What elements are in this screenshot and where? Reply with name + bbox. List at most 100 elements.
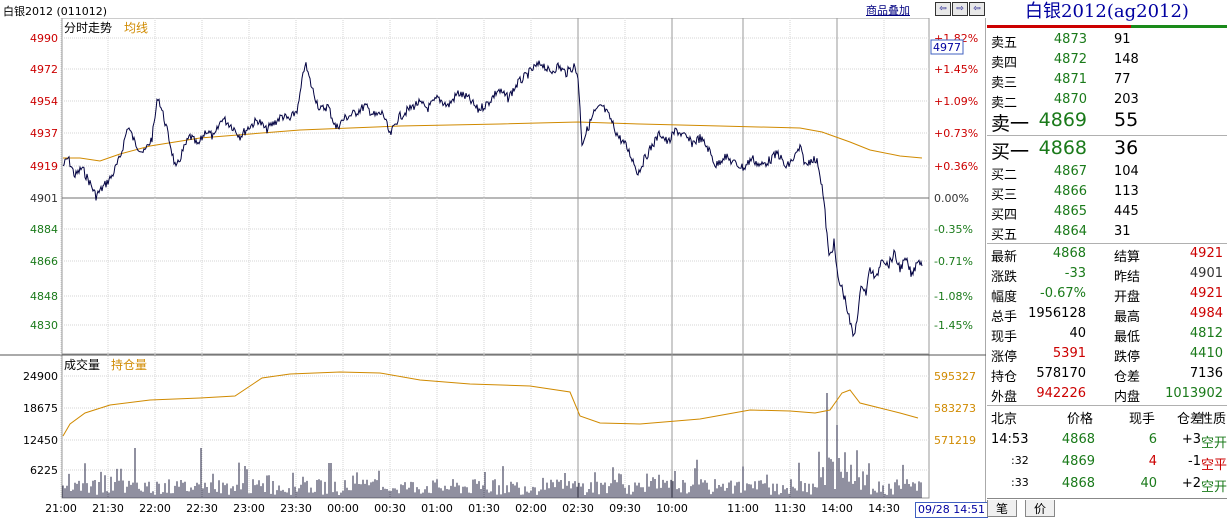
ask-label: 卖五 <box>991 36 1018 51</box>
bid-row: 买三 4866 113 <box>987 182 1227 203</box>
scroll-left-button[interactable]: ⇦ <box>935 2 951 16</box>
price-tick-label: 4919 <box>30 160 58 173</box>
quote-label: 持仓 <box>991 370 1018 385</box>
ask-price: 4871 <box>1053 72 1087 87</box>
tick-type: 空平 <box>1200 458 1227 473</box>
ask-volume: 91 <box>1114 32 1131 47</box>
volume-axis: 24900 18675 12450 6225 <box>23 370 58 477</box>
price-tick-label: 4848 <box>30 290 58 303</box>
quote-panel: 白银2012(ag2012) 卖五 4873 91 卖四 4872 148 卖三… <box>987 0 1227 517</box>
tick-header: 性质 <box>1200 412 1227 427</box>
ask-row: 卖一 4869 55 <box>987 109 1227 136</box>
tick-type: 空开 <box>1200 436 1227 451</box>
volume-tick-label: 18675 <box>23 402 58 415</box>
price-tick-label: 4830 <box>30 319 58 332</box>
intraday-chart[interactable]: 4990 4972 4954 4937 4919 4901 4884 4866 4848 4830… <box>0 18 986 516</box>
ask-volume: 148 <box>1114 52 1139 67</box>
overlay-commodity-button[interactable]: 商品叠加 <box>866 4 910 17</box>
chart-title-bar: 白银2012 (011012) 商品叠加 ⇦ ⇨ ⇦ <box>0 0 986 18</box>
price-tick-label: 4937 <box>30 127 58 140</box>
ask-row: 卖五 4873 91 <box>987 30 1227 51</box>
collapse-panel-button[interactable]: ⇦ <box>969 2 985 16</box>
quote-label: 最高 <box>1114 310 1141 325</box>
avg-line-label: 均线 <box>124 21 148 35</box>
quote-value: 4984 <box>1189 306 1223 321</box>
tick-row: :32 4869 4 -1 空平 <box>987 452 1227 473</box>
time-tick-label: 23:30 <box>280 502 312 515</box>
chart-title: 白银2012 (011012) <box>3 5 108 18</box>
ask-row: 卖二 4870 203 <box>987 90 1227 111</box>
volume-tick-label: 24900 <box>23 370 58 383</box>
time-tick-label: 01:30 <box>468 502 500 515</box>
tick-oi-change: +3 <box>1181 432 1201 447</box>
quote-value: 942226 <box>1036 386 1086 401</box>
bid-price: 4865 <box>1053 204 1087 219</box>
open-interest-tick-label: 571219 <box>934 434 976 447</box>
open-interest-label: 持仓量 <box>111 357 147 372</box>
time-tick-label: 02:00 <box>515 502 547 515</box>
bid-row: 买二 4867 104 <box>987 162 1227 183</box>
percent-tick-label: +1.09% <box>934 95 978 108</box>
bid-row: 买四 4865 445 <box>987 202 1227 223</box>
bid-price: 4867 <box>1053 164 1087 179</box>
quote-label: 外盘 <box>991 390 1018 405</box>
cursor-date: 09/28 14:51 <box>915 502 988 518</box>
quote-value: 4410 <box>1189 346 1223 361</box>
time-tick-label: 09:30 <box>609 502 641 515</box>
percent-tick-label: -1.45% <box>934 319 973 332</box>
quote-value: 578170 <box>1036 366 1086 381</box>
quote-value: 40 <box>1069 326 1086 341</box>
percent-tick-label: 0.00% <box>934 192 969 205</box>
quote-value: 4921 <box>1189 286 1223 301</box>
average-price-line <box>63 121 923 162</box>
time-axis: 21:00 21:30 22:00 22:30 23:00 23:30 00:00 00:30… <box>45 502 900 515</box>
tab-ticks[interactable]: 笔 <box>987 500 1017 517</box>
tick-header: 北京 <box>991 412 1018 427</box>
tab-price[interactable]: 价 <box>1025 500 1055 517</box>
ask-volume: 55 <box>1114 109 1139 131</box>
price-tick-label: 4954 <box>30 95 58 108</box>
open-interest-axis: 595327 583273 571219 <box>934 370 976 447</box>
volume-chart-label: 成交量 <box>64 357 100 372</box>
tick-volume: 40 <box>1140 476 1157 491</box>
quote-label: 内盘 <box>1114 390 1141 405</box>
bid-price: 4866 <box>1053 184 1087 199</box>
scroll-right-button[interactable]: ⇨ <box>952 2 968 16</box>
time-tick-label: 11:30 <box>774 502 806 515</box>
percent-tick-label: -0.35% <box>934 223 973 236</box>
ask-row: 卖三 4871 77 <box>987 70 1227 91</box>
bid-volume: 36 <box>1114 137 1139 159</box>
ask-label: 卖三 <box>991 76 1018 91</box>
quote-label: 涨跌 <box>991 270 1018 285</box>
quote-label: 现手 <box>991 330 1018 345</box>
quote-label: 结算 <box>1114 250 1141 265</box>
tick-oi-change: -1 <box>1188 454 1201 469</box>
price-tick-label: 4901 <box>30 192 58 205</box>
tick-oi-change: +2 <box>1181 476 1201 491</box>
time-tick-label: 14:00 <box>821 502 853 515</box>
quote-value: 5391 <box>1052 346 1086 361</box>
open-interest-line <box>62 371 919 437</box>
percent-tick-label: +0.73% <box>934 127 978 140</box>
quote-value: 4921 <box>1189 246 1223 261</box>
ask-volume: 77 <box>1114 72 1131 87</box>
quote-value: 1956128 <box>1028 306 1086 321</box>
open-interest-tick-label: 583273 <box>934 402 976 415</box>
bid-label: 买四 <box>991 208 1018 223</box>
price-axis: 4990 4972 4954 4937 4919 4901 4884 4866 4848 4830 <box>30 32 58 332</box>
quote-label: 涨停 <box>991 350 1018 365</box>
chart-grid <box>0 18 986 516</box>
time-tick-label: 00:00 <box>327 502 359 515</box>
tick-type: 空开 <box>1200 480 1227 495</box>
price-tick-label: 4990 <box>30 32 58 45</box>
volume-bars <box>62 393 922 498</box>
ask-price: 4872 <box>1053 52 1087 67</box>
quote-label: 最低 <box>1114 330 1141 345</box>
price-tick-label: 4866 <box>30 255 58 268</box>
ask-volume: 203 <box>1114 92 1139 107</box>
quote-divider <box>987 243 1227 244</box>
bid-row: 买五 4864 31 <box>987 222 1227 243</box>
bid-volume: 445 <box>1114 204 1139 219</box>
quote-label: 幅度 <box>991 290 1018 305</box>
bid-row: 买一 4868 36 <box>987 137 1227 164</box>
